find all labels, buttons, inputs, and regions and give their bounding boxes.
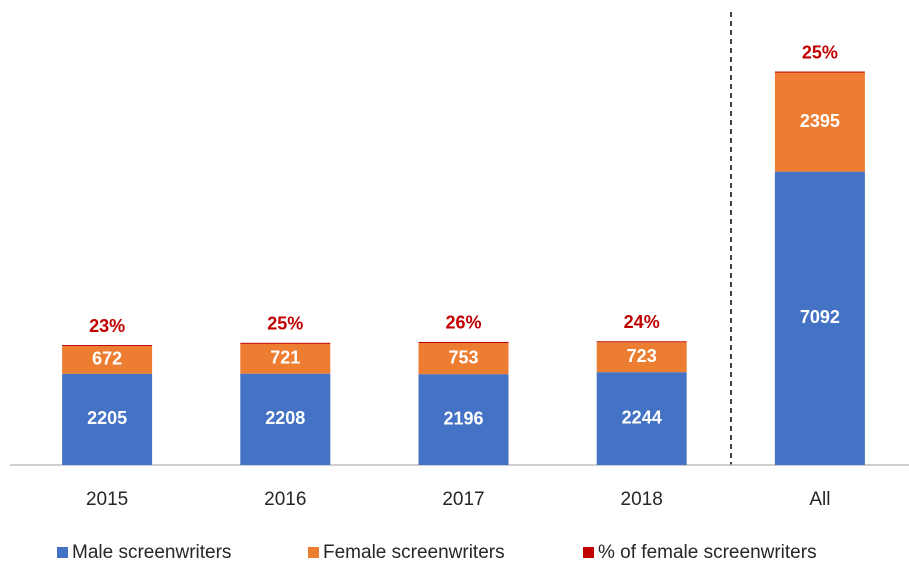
value-label: 2208 [265, 408, 305, 428]
value-label: 721 [270, 348, 300, 368]
x-tick-label: 2018 [621, 489, 663, 510]
value-label: 753 [448, 347, 478, 367]
percent-label: 23% [89, 316, 125, 336]
bar-segment [62, 373, 153, 465]
value-label: 2395 [800, 111, 840, 131]
value-label: 2244 [622, 407, 662, 427]
value-label: 723 [627, 346, 657, 366]
value-label: 2196 [443, 408, 483, 428]
bar-segment [418, 341, 509, 344]
legend-label: Female screenwriters [323, 542, 505, 563]
bar-segment [596, 341, 687, 343]
bar-segment [774, 71, 865, 73]
bar-segment [596, 342, 687, 373]
bar-segment [774, 72, 865, 172]
bar-segment [774, 171, 865, 465]
value-label: 7092 [800, 307, 840, 327]
bar-segment [62, 345, 153, 346]
legend-label: % of female screenwriters [598, 542, 817, 563]
x-tick-label: 2017 [442, 489, 484, 510]
percent-label: 26% [445, 313, 481, 333]
percent-label: 25% [267, 314, 303, 334]
legend-swatch [308, 547, 319, 558]
legend-label: Male screenwriters [72, 542, 231, 563]
bar-segment [240, 373, 331, 465]
bar-segment [596, 372, 687, 465]
bar-segment [240, 342, 331, 344]
x-tick-label: 2015 [86, 489, 128, 510]
x-tick-label: 2016 [264, 489, 306, 510]
x-tick-label: All [809, 489, 830, 510]
bar-segment [240, 343, 331, 374]
percent-label: 24% [624, 312, 660, 332]
legend-swatch [57, 547, 68, 558]
legend-swatch [583, 547, 594, 558]
percent-label: 25% [802, 42, 838, 62]
value-label: 672 [92, 349, 122, 369]
bar-segment [62, 345, 153, 374]
bar-segment [418, 374, 509, 465]
value-label: 2205 [87, 408, 127, 428]
bar-segment [418, 343, 509, 375]
